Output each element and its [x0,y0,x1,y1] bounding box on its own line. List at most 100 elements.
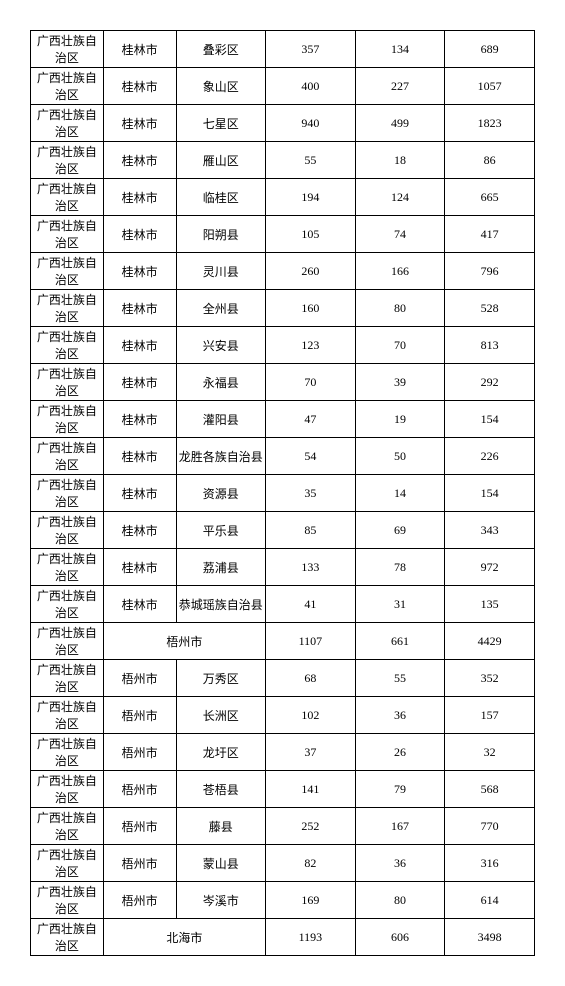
value-cell: 80 [355,290,445,327]
region-cell: 广西壮族自治区 [31,290,104,327]
value-cell: 36 [355,697,445,734]
region-cell: 广西壮族自治区 [31,697,104,734]
region-cell: 广西壮族自治区 [31,734,104,771]
region-cell: 广西壮族自治区 [31,179,104,216]
table-row: 广西壮族自治区北海市11936063498 [31,919,535,956]
city-cell: 桂林市 [103,31,176,68]
region-cell: 广西壮族自治区 [31,253,104,290]
region-cell: 广西壮族自治区 [31,475,104,512]
value-cell: 689 [445,31,535,68]
value-cell: 1057 [445,68,535,105]
table-row: 广西壮族自治区桂林市资源县3514154 [31,475,535,512]
city-merged-cell: 梧州市 [103,623,265,660]
value-cell: 18 [355,142,445,179]
district-cell: 龙圩区 [176,734,266,771]
district-cell: 龙胜各族自治县 [176,438,266,475]
district-cell: 阳朔县 [176,216,266,253]
district-cell: 苍梧县 [176,771,266,808]
region-cell: 广西壮族自治区 [31,660,104,697]
table-row: 广西壮族自治区桂林市荔浦县13378972 [31,549,535,586]
table-row: 广西壮族自治区桂林市七星区9404991823 [31,105,535,142]
value-cell: 400 [266,68,356,105]
region-cell: 广西壮族自治区 [31,919,104,956]
city-cell: 桂林市 [103,549,176,586]
value-cell: 26 [355,734,445,771]
city-cell: 梧州市 [103,771,176,808]
district-cell: 雁山区 [176,142,266,179]
value-cell: 357 [266,31,356,68]
value-cell: 528 [445,290,535,327]
value-cell: 4429 [445,623,535,660]
value-cell: 3498 [445,919,535,956]
table-row: 广西壮族自治区桂林市平乐县8569343 [31,512,535,549]
table-row: 广西壮族自治区桂林市叠彩区357134689 [31,31,535,68]
value-cell: 141 [266,771,356,808]
value-cell: 32 [445,734,535,771]
city-cell: 梧州市 [103,882,176,919]
value-cell: 343 [445,512,535,549]
region-cell: 广西壮族自治区 [31,771,104,808]
value-cell: 86 [445,142,535,179]
district-cell: 全州县 [176,290,266,327]
region-cell: 广西壮族自治区 [31,808,104,845]
district-cell: 灌阳县 [176,401,266,438]
value-cell: 47 [266,401,356,438]
value-cell: 19 [355,401,445,438]
region-cell: 广西壮族自治区 [31,105,104,142]
table-row: 广西壮族自治区梧州市龙圩区372632 [31,734,535,771]
value-cell: 417 [445,216,535,253]
district-cell: 岑溪市 [176,882,266,919]
value-cell: 568 [445,771,535,808]
district-cell: 临桂区 [176,179,266,216]
value-cell: 154 [445,475,535,512]
value-cell: 41 [266,586,356,623]
region-cell: 广西壮族自治区 [31,438,104,475]
value-cell: 316 [445,845,535,882]
table-row: 广西壮族自治区桂林市灵川县260166796 [31,253,535,290]
value-cell: 55 [355,660,445,697]
value-cell: 665 [445,179,535,216]
value-cell: 78 [355,549,445,586]
value-cell: 796 [445,253,535,290]
value-cell: 54 [266,438,356,475]
table-row: 广西壮族自治区桂林市雁山区551886 [31,142,535,179]
region-cell: 广西壮族自治区 [31,845,104,882]
value-cell: 166 [355,253,445,290]
value-cell: 661 [355,623,445,660]
value-cell: 135 [445,586,535,623]
region-cell: 广西壮族自治区 [31,549,104,586]
table-row: 广西壮族自治区梧州市蒙山县8236316 [31,845,535,882]
value-cell: 79 [355,771,445,808]
value-cell: 14 [355,475,445,512]
table-row: 广西壮族自治区梧州市藤县252167770 [31,808,535,845]
city-cell: 桂林市 [103,512,176,549]
city-cell: 桂林市 [103,586,176,623]
district-cell: 蒙山县 [176,845,266,882]
district-cell: 灵川县 [176,253,266,290]
value-cell: 102 [266,697,356,734]
value-cell: 157 [445,697,535,734]
value-cell: 39 [355,364,445,401]
value-cell: 74 [355,216,445,253]
value-cell: 1193 [266,919,356,956]
district-cell: 恭城瑶族自治县 [176,586,266,623]
value-cell: 194 [266,179,356,216]
table-row: 广西壮族自治区桂林市全州县16080528 [31,290,535,327]
value-cell: 940 [266,105,356,142]
city-cell: 桂林市 [103,475,176,512]
value-cell: 770 [445,808,535,845]
table-row: 广西壮族自治区桂林市阳朔县10574417 [31,216,535,253]
city-cell: 桂林市 [103,290,176,327]
value-cell: 82 [266,845,356,882]
region-cell: 广西壮族自治区 [31,364,104,401]
district-cell: 资源县 [176,475,266,512]
region-cell: 广西壮族自治区 [31,586,104,623]
city-cell: 桂林市 [103,401,176,438]
city-cell: 梧州市 [103,845,176,882]
region-cell: 广西壮族自治区 [31,327,104,364]
region-cell: 广西壮族自治区 [31,31,104,68]
value-cell: 292 [445,364,535,401]
value-cell: 123 [266,327,356,364]
district-cell: 长洲区 [176,697,266,734]
city-cell: 桂林市 [103,105,176,142]
